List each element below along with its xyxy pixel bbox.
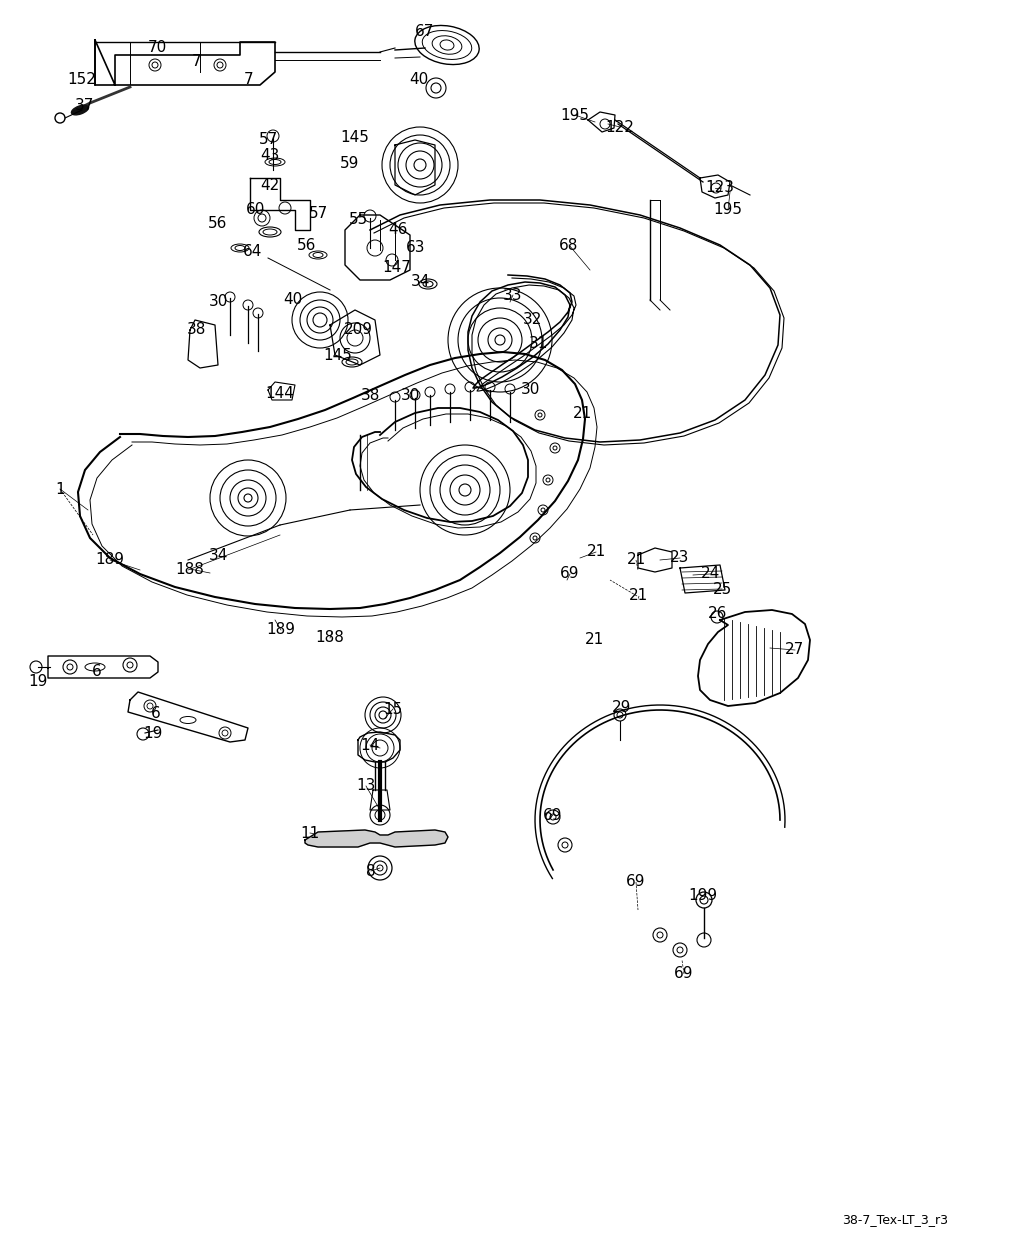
Text: 40: 40 — [410, 73, 429, 88]
Text: 56: 56 — [297, 238, 316, 253]
Text: 21: 21 — [585, 632, 603, 647]
Text: 13: 13 — [356, 779, 376, 794]
Text: 29: 29 — [612, 700, 632, 715]
Text: 145: 145 — [324, 349, 352, 364]
Text: 27: 27 — [785, 642, 805, 657]
Text: 34: 34 — [209, 548, 228, 563]
Text: 26: 26 — [709, 606, 728, 621]
Text: 69: 69 — [544, 808, 563, 823]
Text: 6: 6 — [152, 706, 161, 721]
Text: 69: 69 — [627, 874, 646, 889]
Text: 23: 23 — [671, 551, 690, 566]
Text: 69: 69 — [674, 967, 693, 982]
Text: 33: 33 — [503, 287, 522, 302]
Text: 147: 147 — [383, 261, 412, 276]
Text: 195: 195 — [560, 108, 590, 123]
Text: 34: 34 — [411, 273, 430, 288]
Text: 15: 15 — [383, 701, 402, 716]
Text: 189: 189 — [266, 622, 296, 637]
Text: 7: 7 — [193, 54, 202, 69]
Text: 1: 1 — [55, 482, 65, 497]
Text: 43: 43 — [260, 148, 280, 163]
Text: 7: 7 — [244, 71, 254, 87]
Text: 32: 32 — [522, 311, 542, 326]
Text: 30: 30 — [520, 382, 540, 398]
Text: 189: 189 — [95, 553, 125, 568]
Text: 195: 195 — [714, 202, 742, 217]
Text: 56: 56 — [208, 217, 227, 232]
Text: 38-7_Tex-LT_3_r3: 38-7_Tex-LT_3_r3 — [842, 1214, 948, 1226]
Text: 40: 40 — [284, 291, 303, 306]
Text: 188: 188 — [315, 631, 344, 646]
Text: 68: 68 — [559, 237, 579, 252]
Text: 19: 19 — [143, 726, 163, 741]
Text: 64: 64 — [244, 243, 263, 258]
Text: 144: 144 — [265, 385, 295, 400]
Text: 67: 67 — [416, 25, 434, 39]
Text: 199: 199 — [688, 889, 718, 903]
Polygon shape — [305, 830, 449, 846]
Text: 30: 30 — [208, 295, 227, 310]
Text: 122: 122 — [605, 119, 635, 134]
Text: 21: 21 — [587, 544, 605, 559]
Text: 21: 21 — [572, 405, 592, 420]
Text: 31: 31 — [528, 336, 548, 351]
Text: 63: 63 — [407, 240, 426, 255]
Text: 188: 188 — [175, 562, 205, 577]
Text: 14: 14 — [360, 737, 380, 752]
Text: 123: 123 — [706, 181, 734, 196]
Ellipse shape — [72, 105, 88, 115]
Text: 60: 60 — [247, 202, 265, 217]
Text: 11: 11 — [300, 825, 319, 840]
Text: 30: 30 — [400, 389, 420, 404]
Text: 6: 6 — [92, 665, 101, 680]
Text: 8: 8 — [367, 864, 376, 879]
Text: 70: 70 — [147, 39, 167, 54]
Text: 21: 21 — [628, 553, 646, 568]
Text: 37: 37 — [75, 98, 93, 113]
Text: 55: 55 — [348, 212, 368, 227]
Text: 46: 46 — [388, 222, 408, 237]
Text: 145: 145 — [341, 129, 370, 144]
Text: 209: 209 — [343, 322, 373, 337]
Text: 59: 59 — [340, 155, 359, 171]
Text: 25: 25 — [714, 583, 732, 597]
Text: 38: 38 — [360, 389, 380, 404]
Text: 152: 152 — [68, 73, 96, 88]
Text: 57: 57 — [308, 206, 328, 221]
Text: 19: 19 — [29, 673, 48, 688]
Text: 69: 69 — [560, 567, 580, 582]
Text: 24: 24 — [700, 567, 720, 582]
Text: 42: 42 — [260, 178, 280, 193]
Text: 21: 21 — [630, 588, 648, 603]
Text: 57: 57 — [258, 133, 278, 148]
Text: 38: 38 — [187, 322, 207, 337]
